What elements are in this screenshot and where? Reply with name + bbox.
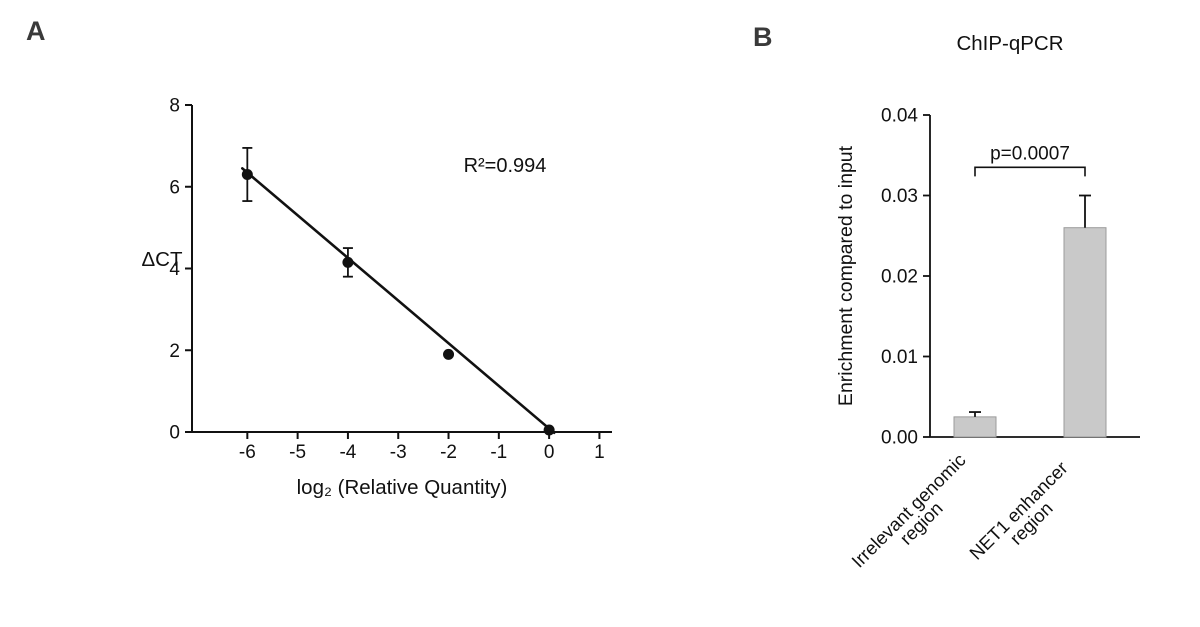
y-tick-label: 0.04 — [881, 106, 918, 127]
chart-title: ChIP-qPCR — [956, 32, 1064, 55]
panel-a-label: A — [26, 16, 46, 46]
significance-bracket — [974, 166, 1086, 177]
x-tick-label: -5 — [289, 442, 306, 463]
y-tick-label: 6 — [169, 177, 180, 198]
r-squared-annotation: R²=0.994 — [464, 155, 547, 177]
x-tick-label: 1 — [594, 442, 605, 463]
y-tick-label: 8 — [169, 96, 180, 117]
panel-a-chart: 0 2 4 6 8 -6 -5 -4 -3 -2 -1 0 1 R²=0.994 log₂ (Relativ… — [141, 96, 612, 499]
data-point — [342, 256, 354, 268]
x-tick-label: -4 — [339, 442, 356, 463]
p-value-label: p=0.0007 — [990, 143, 1070, 164]
x-tick-label: -2 — [440, 442, 457, 463]
y-tick-label: 4 — [169, 259, 180, 280]
y-tick-label: 0.01 — [881, 347, 918, 368]
bar — [953, 416, 997, 438]
y-tick-label: 0.00 — [881, 428, 918, 449]
data-point — [443, 348, 455, 360]
x-tick-label: -6 — [239, 442, 256, 463]
x-tick-label: -1 — [490, 442, 507, 463]
y-axis-title: ΔCT — [141, 248, 182, 271]
panel-b-label: B — [753, 22, 773, 52]
x-tick-label: -3 — [390, 442, 407, 463]
y-tick-label: 0.03 — [881, 186, 918, 207]
y-tick-label: 0.02 — [881, 267, 918, 288]
y-tick-label: 2 — [169, 341, 180, 362]
x-axis-title: log₂ (Relative Quantity) — [297, 476, 508, 499]
x-tick-label: 0 — [544, 442, 555, 463]
y-axis-title: Enrichment compared to input — [835, 145, 857, 406]
data-point — [543, 424, 555, 436]
panel-b-chart: 0.00 0.01 0.02 0.03 0.04 Enrichment compared … — [835, 106, 1140, 572]
data-point — [241, 168, 253, 180]
bar — [1063, 227, 1107, 438]
y-tick-label: 0 — [169, 423, 180, 444]
fit-line — [240, 167, 556, 435]
x-category-label: Irrelevant genomic — [847, 449, 969, 571]
